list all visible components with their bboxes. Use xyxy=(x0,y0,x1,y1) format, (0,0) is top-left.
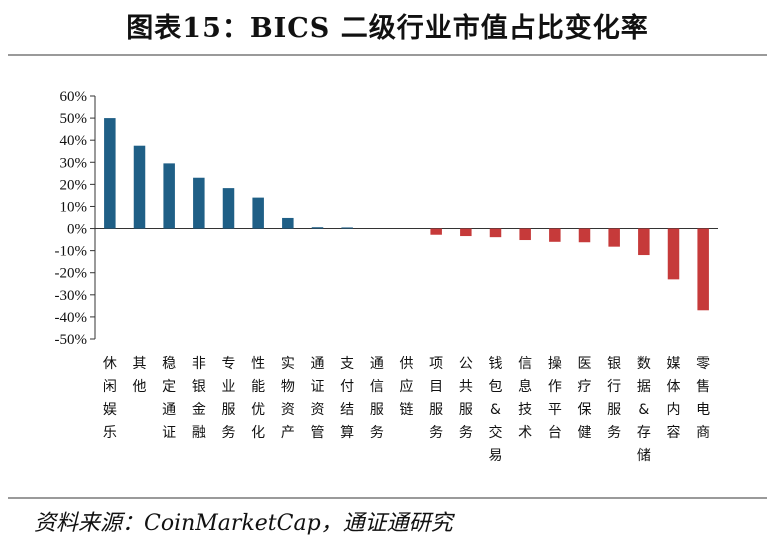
category-label: 休闲娱乐 xyxy=(103,356,117,441)
x-axis-labels: 休闲娱乐 其他 稳定通证 非银金融 专业服务 性能优化 实物资产 通证资管 支付结算 通信服务 供应… xyxy=(103,356,710,464)
bar-series xyxy=(104,118,709,311)
y-tick-label: 60% xyxy=(60,89,88,105)
bar xyxy=(222,188,235,229)
source-divider xyxy=(8,497,767,499)
category-label: 钱包&交易 xyxy=(489,356,503,464)
category-label: 非银金融 xyxy=(192,356,206,441)
bar xyxy=(282,217,294,229)
bar xyxy=(133,145,146,229)
chart-title: 图表15：BICS 二级行业市值占比变化率 xyxy=(126,13,649,44)
bar xyxy=(638,228,650,256)
category-label: 供应链 xyxy=(400,356,414,418)
y-tick-label: -40% xyxy=(55,310,88,326)
category-label: 零售电商 xyxy=(696,356,710,441)
bar xyxy=(549,228,561,242)
category-label: 性能优化 xyxy=(251,356,265,441)
y-tick-label: 50% xyxy=(60,111,88,127)
category-label: 信息技术 xyxy=(518,356,532,441)
category-label: 专业服务 xyxy=(222,356,236,441)
bar xyxy=(252,197,264,229)
category-label: 通信服务 xyxy=(370,356,384,441)
category-label: 支付结算 xyxy=(340,356,354,441)
y-tick-label: -50% xyxy=(55,332,88,348)
y-tick-label: 0% xyxy=(67,222,87,238)
bar xyxy=(608,228,620,247)
category-label: 公共服务 xyxy=(459,356,473,441)
bar xyxy=(311,227,324,229)
bar xyxy=(193,177,205,229)
y-tick-label: -30% xyxy=(55,288,88,304)
bar xyxy=(519,228,531,241)
bar xyxy=(667,228,680,280)
category-label: 其他 xyxy=(133,356,147,395)
bar xyxy=(578,228,591,243)
bar xyxy=(460,228,472,237)
bar xyxy=(104,118,116,229)
bar xyxy=(489,228,502,238)
category-label: 医疗保健 xyxy=(578,356,592,441)
category-label: 稳定通证 xyxy=(162,356,176,441)
bar xyxy=(163,163,175,229)
y-tick-label: -10% xyxy=(55,244,88,260)
y-tick-label: 30% xyxy=(60,155,88,171)
y-tick-label: 10% xyxy=(60,199,88,215)
category-label: 通证资管 xyxy=(311,356,325,441)
category-label: 银行服务 xyxy=(607,356,621,441)
source-note: 资料来源：CoinMarketCap，通证通研究 xyxy=(34,511,453,536)
category-label: 操作平台 xyxy=(548,356,562,441)
y-tick-label: 40% xyxy=(60,133,88,149)
category-label: 媒体内容 xyxy=(667,356,681,441)
title-divider xyxy=(8,54,767,56)
bar xyxy=(697,228,709,311)
y-tick-label: 20% xyxy=(60,177,88,193)
y-tick-label: -20% xyxy=(55,266,88,282)
y-axis: 60% 50% 40% 30% 20% 10% 0% -10% -20% -30% -40% -50% xyxy=(55,89,718,348)
bar xyxy=(430,228,442,235)
category-label: 数据&存储 xyxy=(637,356,651,464)
category-label: 实物资产 xyxy=(281,356,295,441)
bar xyxy=(341,227,353,229)
category-label: 项目服务 xyxy=(429,356,443,441)
